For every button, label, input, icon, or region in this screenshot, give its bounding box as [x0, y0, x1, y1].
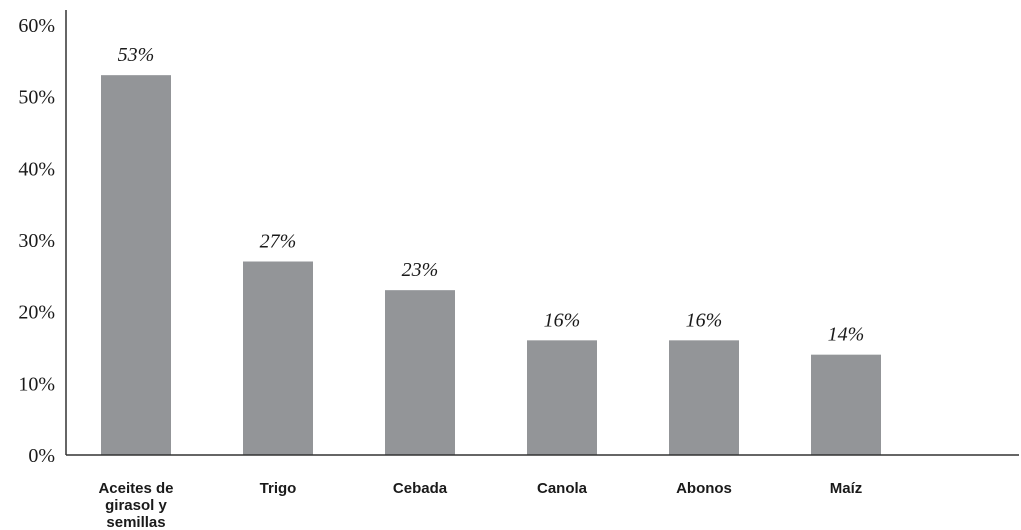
y-tick-label: 60%	[18, 15, 55, 37]
bar	[527, 340, 597, 455]
bar	[669, 340, 739, 455]
bar	[385, 290, 455, 455]
y-tick-label: 20%	[18, 302, 55, 324]
data-label: 14%	[828, 324, 865, 346]
y-tick-label: 0%	[28, 445, 55, 467]
y-tick-label: 30%	[18, 230, 55, 252]
bar	[811, 354, 881, 455]
y-tick-label: 40%	[18, 158, 55, 180]
data-label: 16%	[544, 309, 581, 331]
x-axis-ticks: Aceites de girasol y semillas Trigo Cebada Ca…	[98, 480, 862, 530]
bar	[243, 261, 313, 455]
x-tick-label: Trigo	[260, 480, 297, 497]
data-labels-group: 53% 27% 23% 16% 16% 14%	[118, 44, 865, 346]
y-tick-label: 10%	[18, 373, 55, 395]
x-tick-label: Cebada	[393, 480, 448, 497]
x-tick-label: Canola	[537, 480, 588, 497]
data-label: 53%	[118, 44, 155, 66]
y-tick-label: 50%	[18, 87, 55, 109]
x-tick-label: Aceites de girasol y semillas	[98, 480, 173, 530]
data-label: 27%	[260, 231, 297, 253]
data-label: 16%	[686, 309, 723, 331]
data-label: 23%	[402, 259, 439, 281]
bar	[101, 75, 171, 456]
x-tick-label: Maíz	[830, 480, 863, 497]
x-tick-label: Abonos	[676, 480, 732, 497]
bars-group	[101, 75, 881, 456]
y-axis-ticks: 0% 10% 20% 30% 40% 50% 60%	[18, 15, 55, 467]
